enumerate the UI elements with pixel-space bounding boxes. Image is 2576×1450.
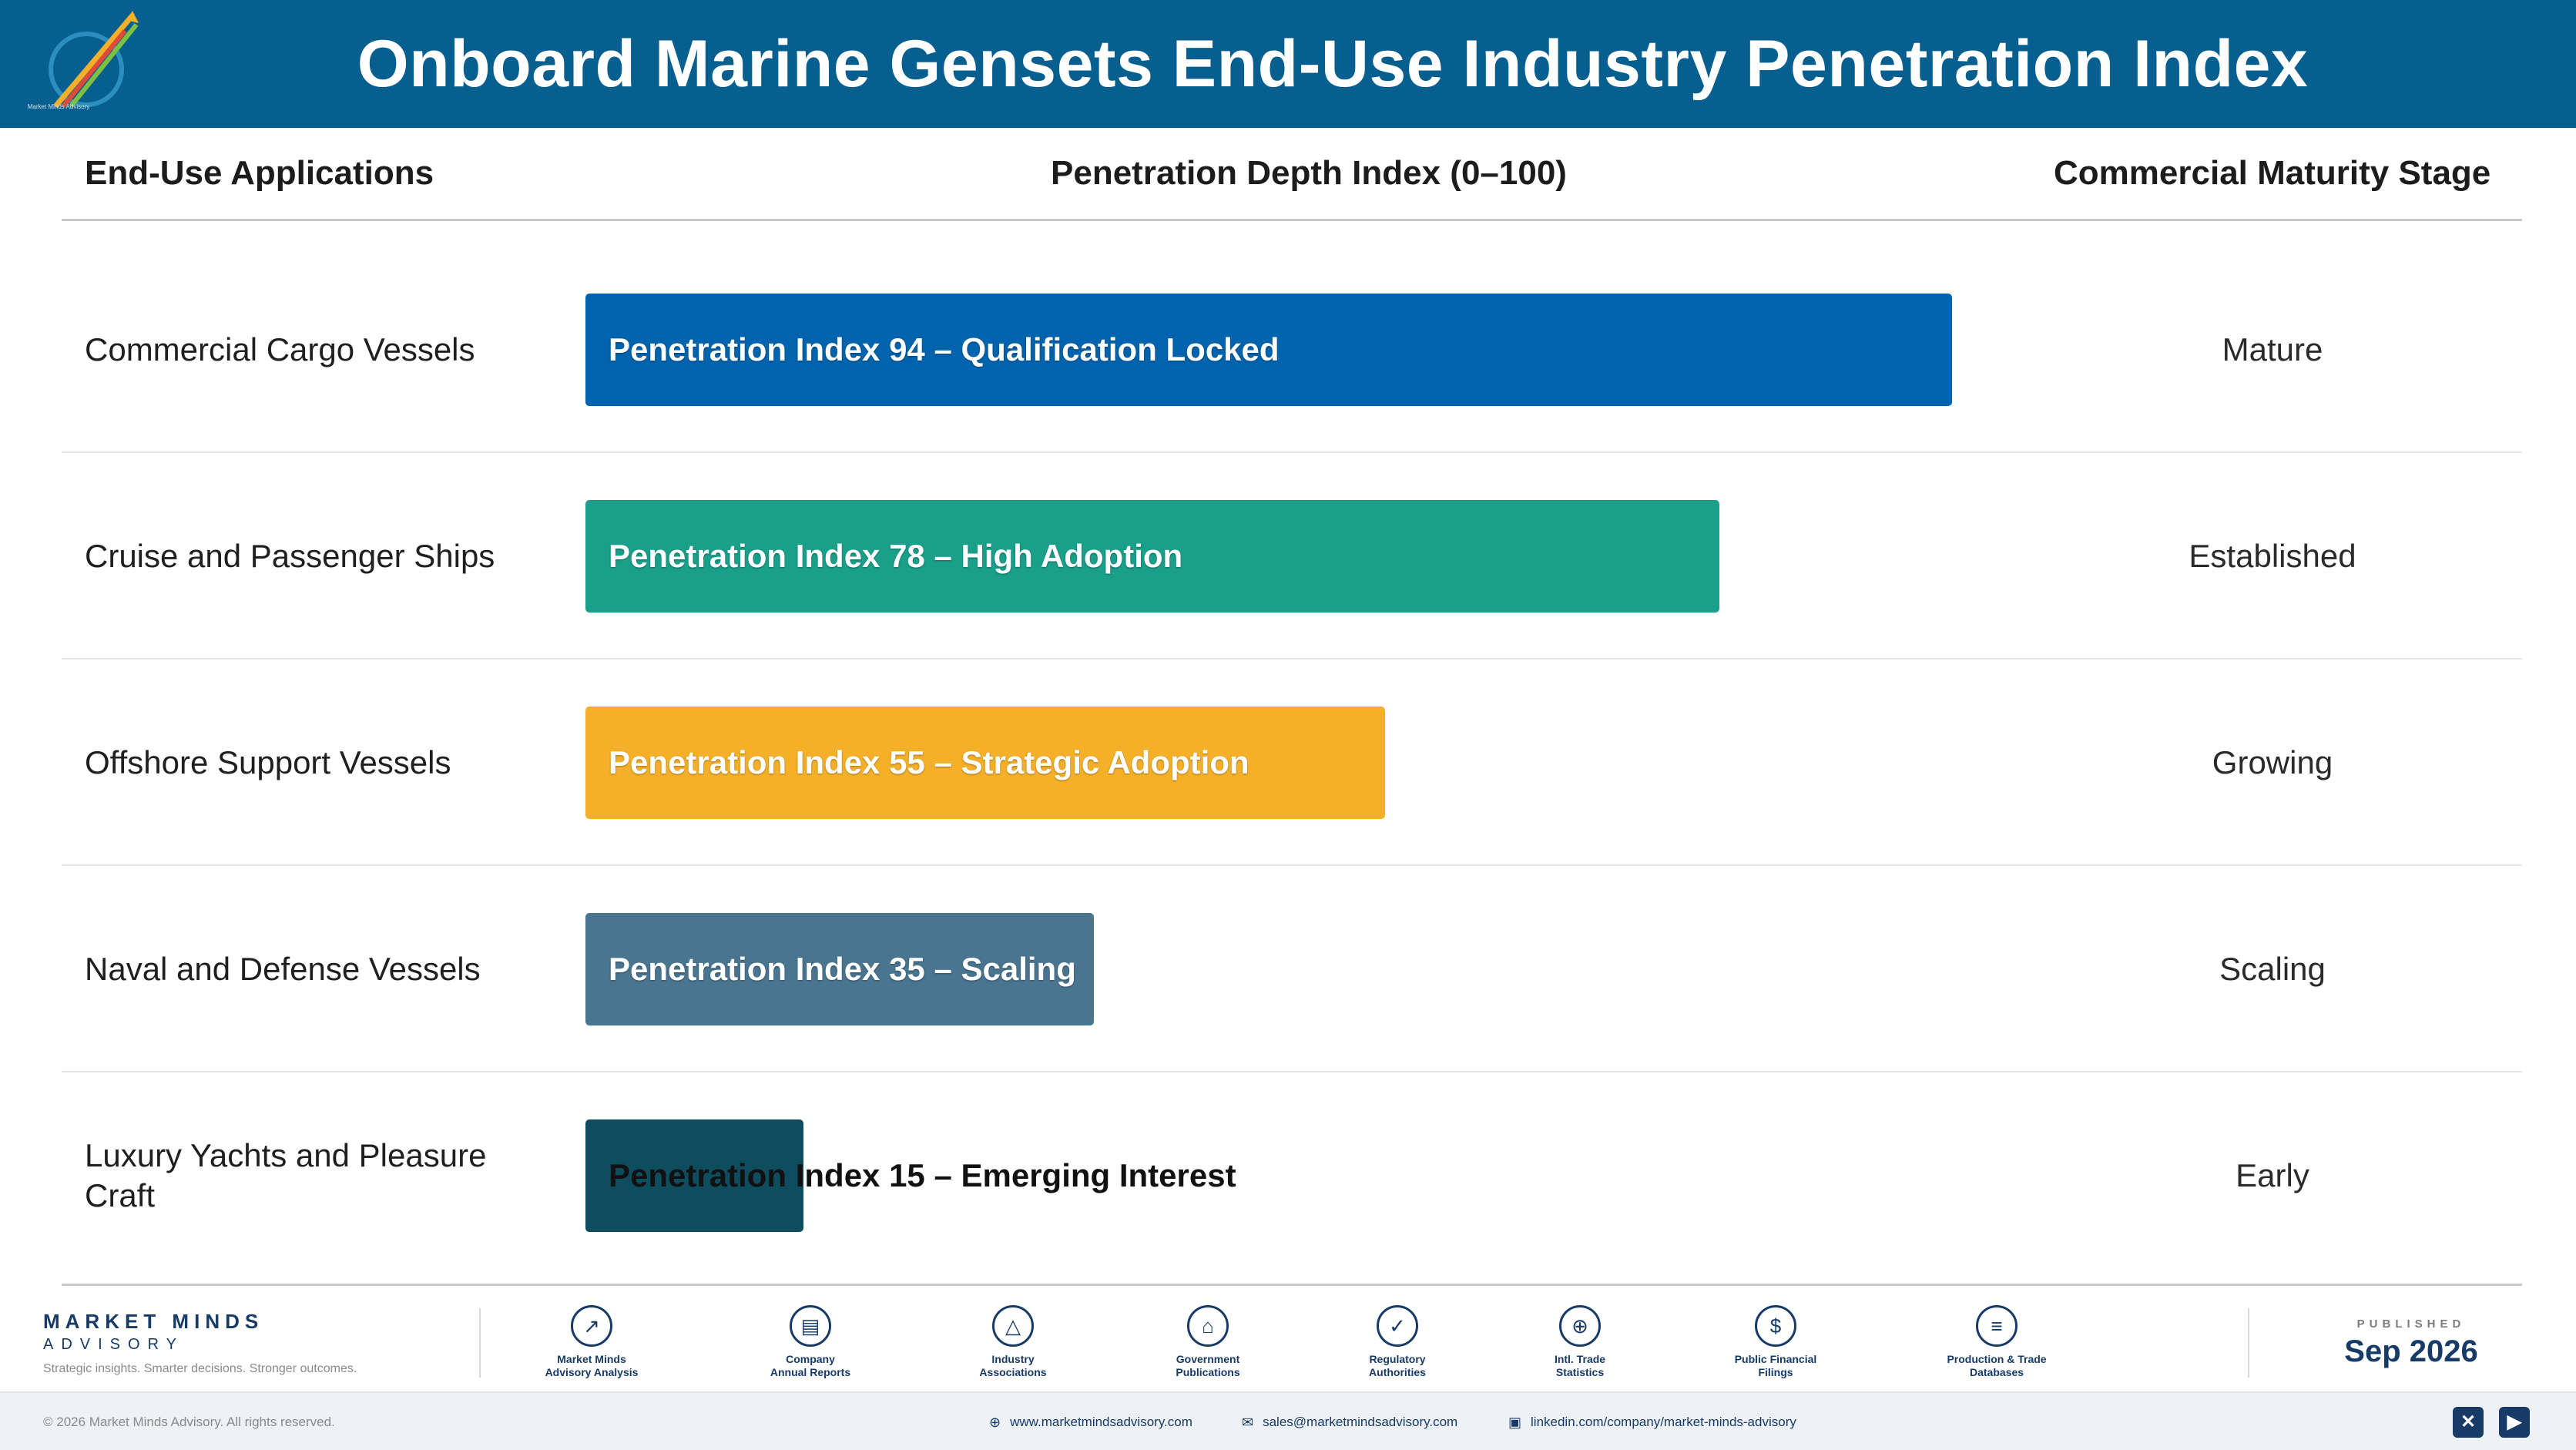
source-label: Production & Trade Databases — [1947, 1353, 2047, 1378]
source-item: △ Industry Associations — [936, 1305, 1090, 1379]
category-label: Commercial Cargo Vessels — [85, 331, 475, 368]
source-item: ⌂ Government Publications — [1131, 1305, 1285, 1379]
published-date: Sep 2026 — [2344, 1334, 2478, 1368]
source-item: ✓ Regulatory Authorities — [1320, 1305, 1474, 1379]
stage-label: Scaling — [2219, 951, 2326, 987]
logo-icon — [49, 11, 139, 109]
bar — [585, 913, 1095, 1025]
linkedin-text: linkedin.com/company/market-minds-adviso… — [1531, 1415, 1796, 1429]
category-label: Luxury Yachts and Pleasure Craft — [85, 1137, 487, 1213]
category-label: Naval and Defense Vessels — [85, 951, 481, 987]
column-header-index: Penetration Depth Index (0–100) — [1051, 154, 1567, 192]
header-divider — [62, 219, 2522, 221]
chart-row: Offshore Support Vessels Penetration Inde… — [0, 660, 2576, 866]
shield-icon: ✓ — [1377, 1305, 1418, 1347]
youtube-social-icon[interactable]: ▶ — [2499, 1407, 2530, 1438]
source-item: ↗ Market Minds Advisory Analysis — [515, 1305, 669, 1379]
bottom-bar: © 2026 Market Minds Advisory. All rights… — [0, 1391, 2576, 1450]
page-title: Onboard Marine Gensets End-Use Industry … — [357, 27, 2309, 101]
bar-data-label: Penetration Index 35 – Scaling — [609, 951, 1076, 987]
source-label: Public Financial Filings — [1734, 1353, 1817, 1378]
footer-divider — [479, 1308, 481, 1378]
bar — [585, 707, 1385, 819]
website-text: www.marketmindsadvisory.com — [1010, 1415, 1192, 1429]
stage-label: Mature — [2222, 331, 2323, 368]
bar-data-label: Penetration Index 15 – Emerging Interest — [609, 1157, 1236, 1193]
bank-icon: ⌂ — [1187, 1305, 1229, 1347]
copyright-text: © 2026 Market Minds Advisory. All rights… — [43, 1415, 335, 1429]
row-divider — [62, 658, 2522, 660]
bar-data-label: Penetration Index 55 – Strategic Adoptio… — [609, 744, 1249, 780]
dollar-icon: $ — [1755, 1305, 1796, 1347]
bar-data-label: Penetration Index 94 – Qualification Loc… — [609, 331, 1280, 368]
bar-data-label: Penetration Index 78 – High Adoption — [609, 538, 1183, 574]
bar — [585, 500, 1719, 613]
brand-name: MARKET MINDS — [43, 1310, 264, 1333]
linkedin-link[interactable]: ▣ linkedin.com/company/market-minds-advi… — [1508, 1393, 1796, 1450]
source-label: Regulatory Authorities — [1369, 1353, 1426, 1378]
email-text: sales@marketmindsadvisory.com — [1263, 1415, 1458, 1429]
website-link[interactable]: ⊕ www.marketmindsadvisory.com — [989, 1393, 1192, 1450]
brand-sub: ADVISORY — [43, 1336, 184, 1353]
source-label: Market Minds Advisory Analysis — [545, 1353, 639, 1378]
row-divider — [62, 1071, 2522, 1072]
source-label: Industry Associations — [979, 1353, 1047, 1378]
globe-icon: ⊕ — [989, 1415, 1001, 1430]
email-link[interactable]: ✉ sales@marketmindsadvisory.com — [1242, 1393, 1457, 1450]
column-header-stage: Commercial Maturity Stage — [2054, 154, 2491, 192]
source-item: ≡ Production & Trade Databases — [1920, 1305, 2074, 1379]
mail-icon: ✉ — [1242, 1415, 1254, 1430]
category-label: Offshore Support Vessels — [85, 744, 451, 780]
linkedin-icon: ▣ — [1508, 1415, 1522, 1430]
x-social-icon[interactable]: ✕ — [2453, 1407, 2484, 1438]
header-banner: Market Minds Advisory Onboard Marine Gen… — [0, 0, 2576, 128]
stage-label: Early — [2236, 1157, 2309, 1193]
database-icon: ≡ — [1976, 1305, 2018, 1347]
bar — [585, 1119, 804, 1232]
chart-row: Cruise and Passenger Ships Penetration In… — [0, 453, 2576, 660]
network-icon: △ — [992, 1305, 1034, 1347]
footer: MARKET MINDS ADVISORY Strategic insights… — [0, 1293, 2576, 1391]
document-icon: ▤ — [790, 1305, 831, 1347]
chart-row: Commercial Cargo Vessels Penetration Inde… — [0, 247, 2576, 453]
chart-row: Naval and Defense Vessels Penetration Ind… — [0, 866, 2576, 1072]
chart-line-icon: ↗ — [571, 1305, 612, 1347]
table-bottom-divider — [62, 1284, 2522, 1286]
stage-label: Growing — [2212, 744, 2333, 780]
source-item: ▤ Company Annual Reports — [733, 1305, 887, 1379]
footer-divider — [2248, 1308, 2249, 1378]
globe-icon: ⊕ — [1559, 1305, 1601, 1347]
source-label: Company Annual Reports — [770, 1353, 851, 1378]
source-item: $ Public Financial Filings — [1699, 1305, 1853, 1379]
published-label: PUBLISHED — [2356, 1317, 2466, 1331]
source-label: Government Publications — [1176, 1353, 1240, 1378]
row-divider — [62, 451, 2522, 453]
column-header-applications: End-Use Applications — [85, 154, 434, 192]
logo-caption: Market Minds Advisory — [27, 103, 90, 110]
row-divider — [62, 864, 2522, 866]
brand-tagline: Strategic insights. Smarter decisions. S… — [43, 1362, 357, 1375]
category-label: Cruise and Passenger Ships — [85, 538, 495, 574]
source-item: ⊕ Intl. Trade Statistics — [1503, 1305, 1657, 1379]
bar — [585, 294, 1952, 406]
chart-row: Luxury Yachts and Pleasure Craft Penetrat… — [0, 1072, 2576, 1279]
source-label: Intl. Trade Statistics — [1554, 1353, 1606, 1378]
stage-label: Established — [2189, 538, 2356, 574]
